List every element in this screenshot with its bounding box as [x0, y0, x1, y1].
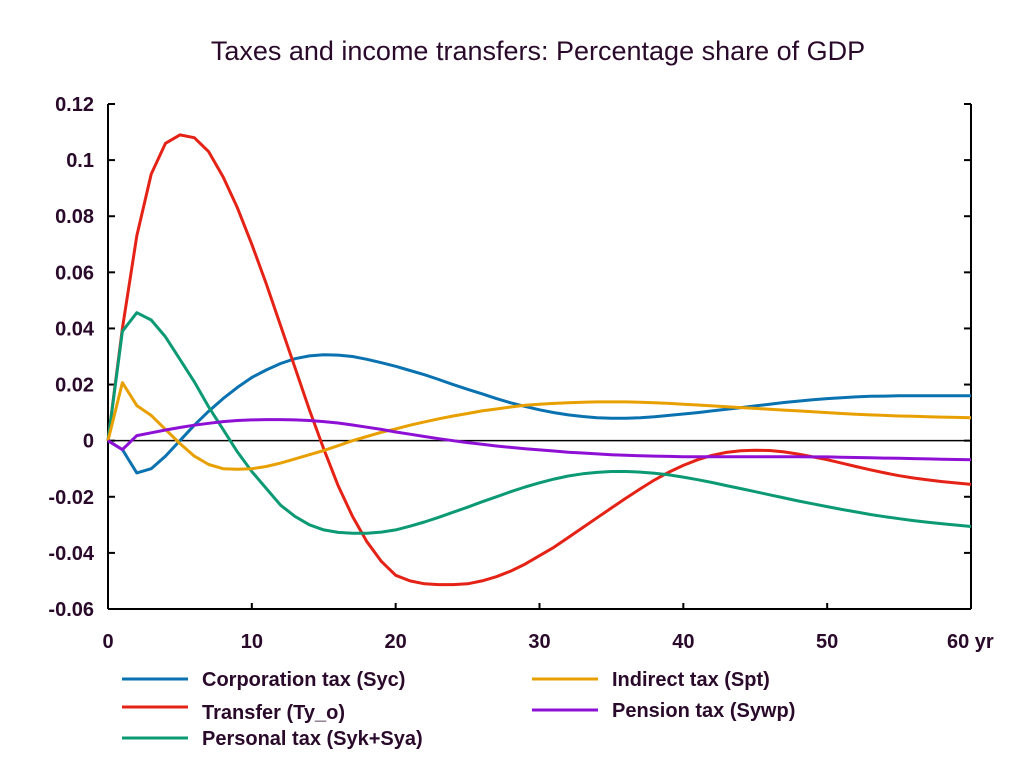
y-tick-label: -0.06 — [48, 599, 94, 621]
chart-title: Taxes and income transfers: Percentage s… — [211, 36, 865, 66]
legend: Corporation tax (Syc) Transfer (Ty_o) Pers… — [122, 669, 795, 750]
x-tick-label: 10 — [241, 631, 263, 653]
y-tick-label: 0.1 — [66, 150, 94, 172]
series-line-4 — [107, 418, 972, 462]
y-tick-label: 0.06 — [55, 262, 94, 284]
series-layer — [106, 133, 972, 587]
legend-label: Pension tax (Sywp) — [612, 700, 795, 722]
y-tick-label: -0.02 — [48, 487, 94, 509]
y-tick-label: 0.04 — [55, 318, 95, 340]
series-line-0 — [107, 353, 971, 475]
axes: -0.06 -0.04 -0.02 0 0.02 0.04 0.06 0.08 0.1 0.12 0… — [48, 94, 994, 653]
y-tick-label: 0 — [83, 431, 94, 453]
x-tick-label: 0 — [102, 631, 113, 653]
y-tick-label: -0.04 — [48, 543, 94, 565]
legend-label: Transfer (Ty_o) — [202, 702, 345, 724]
x-tick-label: 60 yr — [947, 631, 994, 653]
x-tick-label: 50 — [816, 631, 838, 653]
x-tick-label: 40 — [672, 631, 694, 653]
series-line-2 — [106, 311, 972, 535]
x-tick-label: 20 — [385, 631, 407, 653]
y-tick-label: 0.12 — [55, 94, 94, 116]
legend-label: Corporation tax (Syc) — [202, 669, 405, 691]
x-tick-label: 30 — [528, 631, 550, 653]
series-line-3 — [106, 381, 972, 471]
legend-label: Indirect tax (Spt) — [612, 669, 770, 691]
y-tick-label: 0.02 — [55, 375, 94, 397]
legend-label: Personal tax (Syk+Sya) — [202, 728, 423, 750]
series-line-1 — [106, 133, 972, 587]
y-tick-label: 0.08 — [55, 206, 94, 228]
